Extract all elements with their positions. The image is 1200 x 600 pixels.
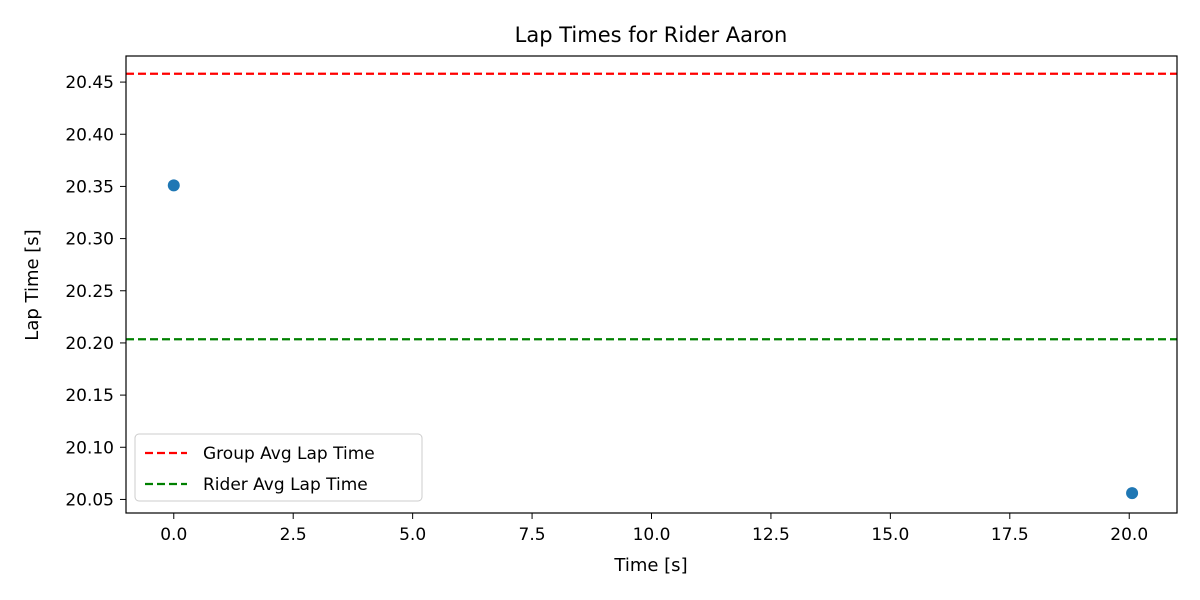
y-tick-label: 20.30 — [65, 230, 114, 250]
y-tick-label: 20.15 — [65, 386, 114, 406]
x-tick-label: 5.0 — [399, 525, 426, 545]
y-axis-label: Lap Time [s] — [22, 229, 43, 340]
legend-label: Rider Avg Lap Time — [203, 475, 368, 495]
legend-label: Group Avg Lap Time — [203, 444, 375, 464]
x-tick-label: 15.0 — [871, 525, 909, 545]
y-tick-label: 20.25 — [65, 282, 114, 302]
x-tick-label: 2.5 — [280, 525, 307, 545]
y-tick-label: 20.45 — [65, 73, 114, 93]
legend-box — [134, 433, 423, 502]
y-tick-label: 20.35 — [65, 177, 114, 197]
legend: Group Avg Lap Time Rider Avg Lap Time — [134, 433, 423, 502]
y-tick-label: 20.20 — [65, 334, 114, 354]
x-tick-label: 20.0 — [1110, 525, 1148, 545]
x-tick-label: 12.5 — [752, 525, 790, 545]
x-axis-label: Time [s] — [613, 555, 687, 576]
data-point — [1126, 487, 1139, 500]
x-tick-label: 0.0 — [160, 525, 187, 545]
x-tick-label: 7.5 — [519, 525, 546, 545]
chart-title: Lap Times for Rider Aaron — [515, 23, 788, 47]
y-tick-label: 20.10 — [65, 438, 114, 458]
x-tick-label: 17.5 — [991, 525, 1029, 545]
y-tick-label: 20.05 — [65, 490, 114, 510]
y-tick-label: 20.40 — [65, 125, 114, 145]
x-tick-label: 10.0 — [633, 525, 671, 545]
data-point — [167, 179, 180, 192]
